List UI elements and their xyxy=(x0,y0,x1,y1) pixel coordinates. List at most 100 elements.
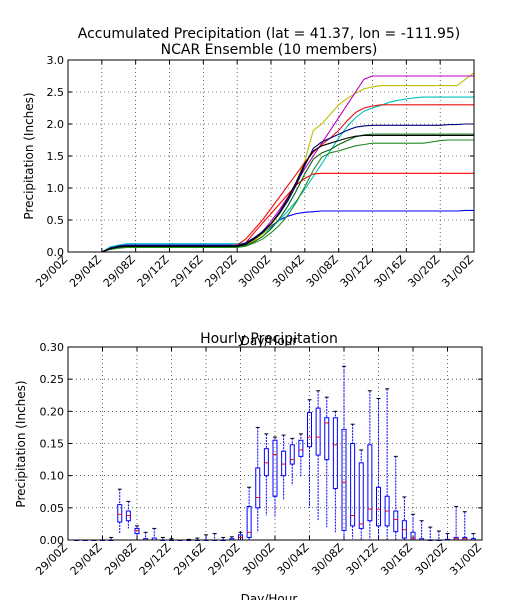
hourly-precipitation-chart: Hourly Precipitation Precipitation (Inch… xyxy=(14,331,484,604)
x-tick-label: 29/16Z xyxy=(171,541,208,578)
box xyxy=(332,417,338,490)
box xyxy=(324,417,330,461)
series-line-2 xyxy=(68,96,474,253)
box-plot xyxy=(143,531,149,541)
box xyxy=(289,444,295,465)
box-plot xyxy=(350,423,356,539)
box-plot xyxy=(134,525,140,537)
box-plot xyxy=(307,399,312,508)
box-plot xyxy=(470,533,476,541)
x-tick-label: 30/08Z xyxy=(304,253,341,290)
box-plot xyxy=(272,436,278,518)
x-tick-label: 30/00Z xyxy=(240,541,277,578)
box-plot xyxy=(358,449,364,540)
x-tick-label: 29/16Z xyxy=(169,253,206,290)
box-plot xyxy=(281,434,287,501)
box-plot xyxy=(462,511,468,541)
box xyxy=(281,450,287,477)
accumulated-precipitation-chart: Accumulated Precipitation (lat = 41.37, … xyxy=(22,26,476,348)
x-tick-label: 29/04Z xyxy=(67,253,104,290)
box-plot xyxy=(246,486,252,540)
box-plot xyxy=(315,390,321,521)
y-tick-label: 2.0 xyxy=(47,118,65,131)
x-tick-label: 31/00Z xyxy=(447,541,484,578)
box xyxy=(307,412,312,448)
series-line-3 xyxy=(68,72,475,253)
y-tick-label: 0.05 xyxy=(40,502,65,515)
x-tick-label: 30/00Z xyxy=(236,253,273,290)
chart-subtitle: NCAR Ensemble (10 members) xyxy=(161,42,378,58)
y-tick-label: 2.5 xyxy=(47,86,65,99)
chart-title: Hourly Precipitation xyxy=(200,331,338,347)
x-axis-label-visible: Day/Hour xyxy=(241,334,298,348)
series-line-6 xyxy=(68,104,474,253)
x-tick-label: 30/04Z xyxy=(270,253,307,290)
box xyxy=(393,510,399,533)
x-tick-label: 29/08Z xyxy=(102,541,139,578)
series-lines xyxy=(68,72,475,253)
box-plot xyxy=(125,500,131,529)
x-tick-label: 29/20Z xyxy=(202,253,239,290)
box-plot xyxy=(212,533,218,541)
y-tick-label: 1.5 xyxy=(47,150,65,163)
y-axis-label: Precipitation (Inches) xyxy=(14,380,28,507)
y-tick-label: 0.5 xyxy=(47,214,65,227)
x-tick-label: 30/20Z xyxy=(405,253,442,290)
box-plot xyxy=(445,533,450,541)
box-plot xyxy=(341,365,347,539)
y-tick-label: 0.00 xyxy=(40,534,65,547)
box xyxy=(367,444,373,522)
box-plots xyxy=(74,365,476,541)
box-plot xyxy=(419,520,425,541)
box xyxy=(272,439,278,497)
series-line-7 xyxy=(68,133,474,253)
x-tick-label: 29/20Z xyxy=(206,541,243,578)
y-tick-label: 0.25 xyxy=(40,373,65,386)
box xyxy=(341,428,347,531)
box-plot xyxy=(151,527,157,541)
ticks: 0.00.51.01.52.02.53.029/00Z29/04Z29/08Z2… xyxy=(33,54,476,290)
y-axis-label: Precipitation (Inches) xyxy=(22,92,36,219)
box-plot xyxy=(255,426,261,533)
box xyxy=(350,443,356,527)
y-tick-label: 0.20 xyxy=(40,405,65,418)
series-line-9 xyxy=(68,123,474,253)
y-tick-label: 0.10 xyxy=(40,470,65,483)
box-plot xyxy=(453,506,459,541)
plot-frame xyxy=(67,346,483,541)
series-line-10 xyxy=(68,134,474,253)
box-plot xyxy=(436,530,442,541)
box-plot xyxy=(427,526,433,541)
chart-title: Accumulated Precipitation (lat = 41.37, … xyxy=(78,26,460,42)
grid xyxy=(68,60,474,252)
y-tick-label: 0.0 xyxy=(47,246,65,259)
box-plot xyxy=(298,433,304,477)
box xyxy=(246,506,252,538)
x-tick-label: 29/08Z xyxy=(101,253,138,290)
x-tick-label: 30/20Z xyxy=(413,541,450,578)
x-tick-label: 29/12Z xyxy=(135,253,172,290)
x-tick-label: 30/16Z xyxy=(372,253,409,290)
box-plot xyxy=(367,390,373,540)
plot-frame xyxy=(67,59,475,253)
x-tick-label: 30/04Z xyxy=(275,541,312,578)
x-tick-label: 29/12Z xyxy=(137,541,174,578)
x-tick-label: 31/00Z xyxy=(439,253,476,290)
ticks: 0.000.050.100.150.200.250.3029/00Z29/04Z… xyxy=(33,341,484,578)
box xyxy=(298,439,304,457)
x-tick-label: 30/12Z xyxy=(338,253,375,290)
x-axis-label: Day/Hour xyxy=(241,592,298,600)
box-plot xyxy=(384,388,390,540)
box-plot xyxy=(376,397,381,540)
y-tick-label: 3.0 xyxy=(47,54,65,67)
box-plot xyxy=(401,496,407,540)
box xyxy=(315,407,321,456)
y-tick-label: 0.15 xyxy=(40,438,65,451)
box-plot xyxy=(324,396,330,528)
box xyxy=(255,467,261,509)
box xyxy=(376,486,381,527)
y-tick-label: 0.30 xyxy=(40,341,65,354)
x-tick-label: 30/12Z xyxy=(344,541,381,578)
box xyxy=(117,504,123,523)
